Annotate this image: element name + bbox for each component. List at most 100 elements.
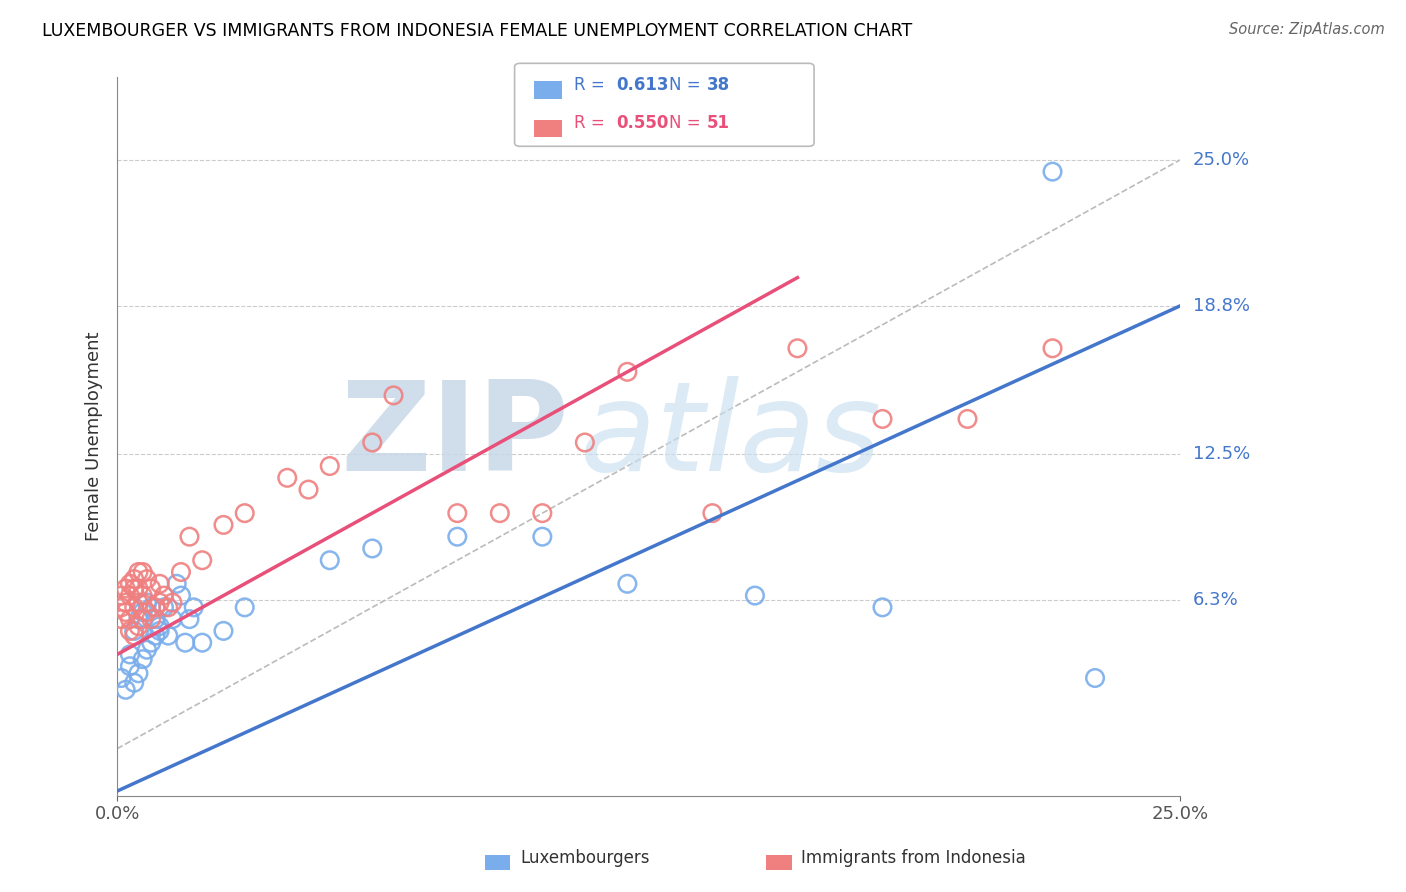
- Point: [157, 600, 180, 615]
- Point: [574, 435, 596, 450]
- Point: [361, 435, 384, 450]
- Point: [191, 635, 214, 649]
- Point: [872, 412, 894, 426]
- Text: atlas: atlas: [579, 376, 882, 497]
- Point: [212, 624, 235, 638]
- Point: [212, 517, 235, 532]
- Text: LUXEMBOURGER VS IMMIGRANTS FROM INDONESIA FEMALE UNEMPLOYMENT CORRELATION CHART: LUXEMBOURGER VS IMMIGRANTS FROM INDONESI…: [42, 22, 912, 40]
- Point: [127, 619, 149, 633]
- Point: [446, 530, 468, 544]
- Point: [122, 675, 145, 690]
- Point: [118, 589, 141, 603]
- Point: [166, 576, 188, 591]
- Point: [183, 600, 205, 615]
- Point: [149, 576, 172, 591]
- Point: [127, 596, 149, 610]
- Point: [157, 629, 180, 643]
- Point: [361, 541, 384, 556]
- Point: [170, 589, 193, 603]
- Text: 6.3%: 6.3%: [1192, 591, 1239, 609]
- Point: [118, 648, 141, 662]
- Text: 18.8%: 18.8%: [1192, 297, 1250, 315]
- Point: [145, 612, 167, 626]
- Point: [702, 506, 724, 520]
- Point: [149, 624, 172, 638]
- Point: [872, 600, 894, 615]
- Point: [153, 589, 176, 603]
- Point: [145, 629, 167, 643]
- Point: [110, 671, 132, 685]
- Text: R =: R =: [574, 114, 610, 132]
- Point: [170, 565, 193, 579]
- Point: [114, 682, 136, 697]
- Point: [122, 629, 145, 643]
- Point: [956, 412, 979, 426]
- Point: [1084, 671, 1107, 685]
- Text: N =: N =: [669, 114, 706, 132]
- Point: [127, 565, 149, 579]
- Text: Immigrants from Indonesia: Immigrants from Indonesia: [801, 849, 1026, 867]
- Point: [127, 582, 149, 596]
- Text: 0.550: 0.550: [616, 114, 668, 132]
- Point: [122, 624, 145, 638]
- Point: [122, 572, 145, 586]
- Point: [446, 506, 468, 520]
- Text: 0.613: 0.613: [616, 76, 668, 94]
- Text: ZIP: ZIP: [340, 376, 569, 497]
- Point: [744, 589, 766, 603]
- Point: [114, 605, 136, 619]
- Text: N =: N =: [669, 76, 706, 94]
- Point: [131, 652, 153, 666]
- Point: [616, 576, 638, 591]
- Point: [174, 635, 197, 649]
- Point: [131, 589, 153, 603]
- Text: 51: 51: [707, 114, 730, 132]
- Text: R =: R =: [574, 76, 610, 94]
- Point: [131, 612, 153, 626]
- Point: [786, 341, 808, 355]
- Point: [153, 600, 176, 615]
- Point: [319, 458, 342, 473]
- Point: [110, 600, 132, 615]
- Point: [136, 572, 159, 586]
- Point: [149, 619, 172, 633]
- Point: [114, 596, 136, 610]
- Point: [110, 589, 132, 603]
- Point: [136, 596, 159, 610]
- Point: [1042, 341, 1064, 355]
- Point: [118, 659, 141, 673]
- Point: [118, 624, 141, 638]
- Point: [131, 565, 153, 579]
- Point: [276, 471, 298, 485]
- Point: [297, 483, 319, 497]
- Point: [110, 612, 132, 626]
- Point: [127, 612, 149, 626]
- Point: [131, 605, 153, 619]
- Point: [136, 605, 159, 619]
- Point: [531, 530, 554, 544]
- Text: Luxembourgers: Luxembourgers: [520, 849, 650, 867]
- Point: [141, 600, 163, 615]
- Text: 12.5%: 12.5%: [1192, 445, 1250, 463]
- Text: 38: 38: [707, 76, 730, 94]
- Point: [531, 506, 554, 520]
- Point: [179, 612, 201, 626]
- Y-axis label: Female Unemployment: Female Unemployment: [86, 332, 103, 541]
- Point: [382, 388, 405, 402]
- Point: [141, 612, 163, 626]
- Point: [149, 596, 172, 610]
- Point: [1042, 164, 1064, 178]
- Point: [162, 596, 184, 610]
- Point: [616, 365, 638, 379]
- Text: Source: ZipAtlas.com: Source: ZipAtlas.com: [1229, 22, 1385, 37]
- Point: [136, 642, 159, 657]
- Point: [118, 612, 141, 626]
- Point: [118, 576, 141, 591]
- Point: [233, 506, 256, 520]
- Point: [179, 530, 201, 544]
- Point: [141, 635, 163, 649]
- Text: 25.0%: 25.0%: [1192, 151, 1250, 169]
- Point: [319, 553, 342, 567]
- Point: [122, 600, 145, 615]
- Point: [114, 582, 136, 596]
